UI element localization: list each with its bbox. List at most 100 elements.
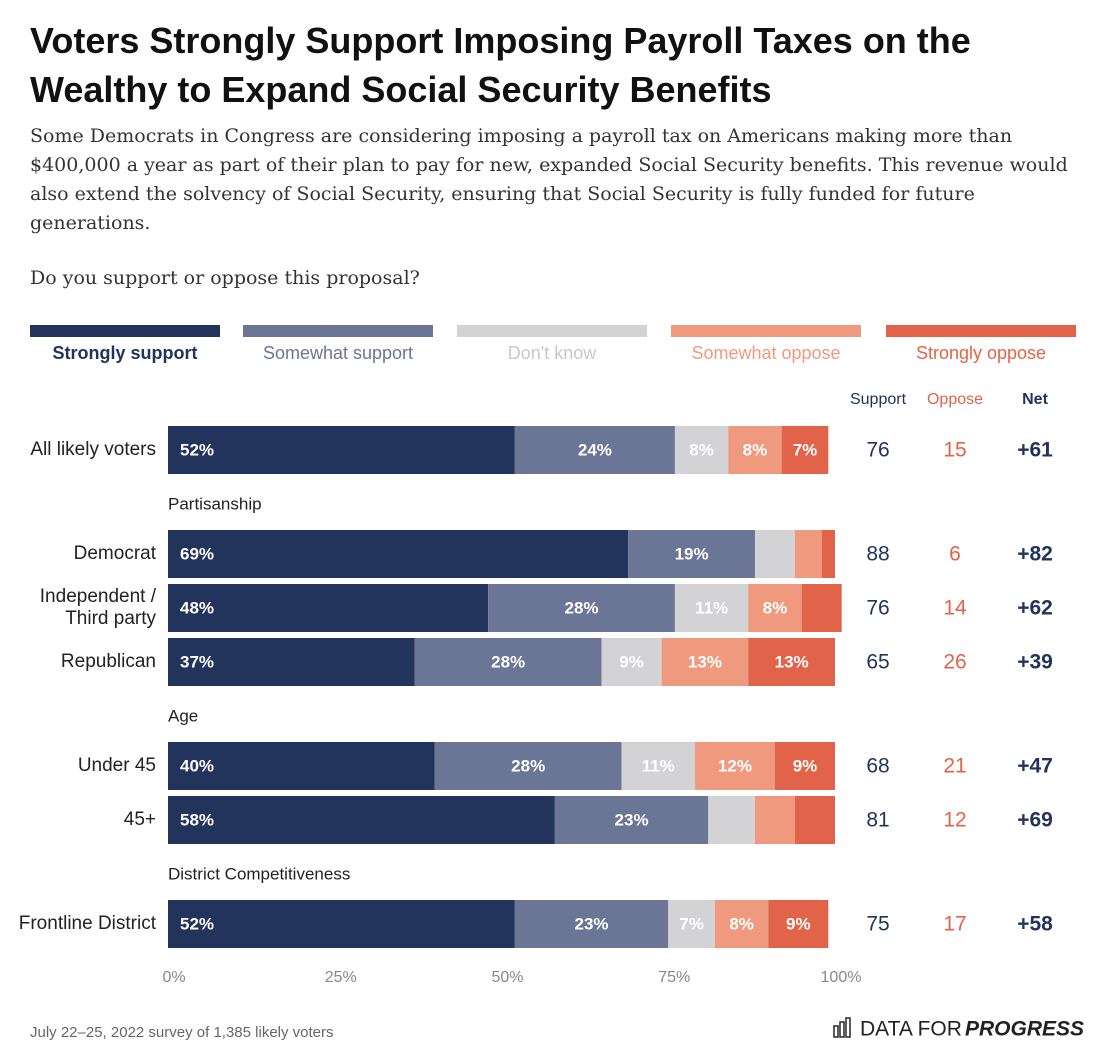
legend-label: Strongly oppose [916, 343, 1046, 363]
value-label: 9% [793, 756, 818, 775]
bar-segment [661, 638, 749, 686]
category-label: Under 45 [77, 755, 156, 776]
category-label: All likely voters [30, 439, 156, 460]
value-label: 9% [619, 652, 644, 671]
oppose-value: 12 [943, 809, 966, 832]
chart-title: Voters Strongly Support Imposing Payroll… [30, 20, 971, 110]
value-label: 7% [679, 914, 704, 933]
oppose-value: 21 [943, 755, 966, 778]
x-tick-label: 25% [325, 969, 357, 986]
group-title: Age [168, 706, 198, 725]
support-value: 75 [866, 913, 889, 936]
legend-swatch [30, 325, 220, 337]
value-label: 11% [695, 598, 728, 617]
bar-segment [601, 638, 662, 686]
bar-segment [168, 426, 515, 474]
value-label: 23% [575, 914, 609, 933]
group-title: Partisanship [168, 494, 262, 513]
value-label: 52% [180, 440, 214, 459]
bar-segment [168, 530, 629, 578]
legend-label: Don't know [508, 343, 597, 363]
bar-segment [754, 796, 795, 844]
bar-segment [414, 638, 602, 686]
bar-segment [674, 426, 729, 474]
brand: DATA FOR [860, 1018, 962, 1041]
bar-segment [168, 796, 555, 844]
legend-swatch [243, 325, 433, 337]
bar-segment [801, 584, 842, 632]
value-label: 13% [688, 652, 722, 671]
value-label: 13% [775, 652, 809, 671]
category-label: Independent / Third party [39, 586, 156, 629]
value-label: 28% [511, 756, 545, 775]
bar-segment [794, 530, 822, 578]
bar-segment [674, 584, 749, 632]
legend-label: Somewhat support [263, 343, 413, 363]
logo-icon [833, 1017, 851, 1038]
value-label: 69% [180, 544, 214, 563]
value-label: 8% [689, 440, 714, 459]
column-header: Support [850, 391, 907, 408]
value-label: 7% [793, 440, 818, 459]
bar-segment [168, 584, 489, 632]
x-tick-label: 75% [658, 969, 690, 986]
column-header: Net [1022, 391, 1048, 408]
value-label: 40% [180, 756, 214, 775]
legend-label: Somewhat oppose [691, 343, 840, 363]
bar-segment [168, 742, 435, 790]
bar-segment [621, 742, 695, 790]
column-header: Oppose [927, 391, 983, 408]
category-label: Democrat [73, 543, 156, 564]
net-value: +62 [1017, 597, 1053, 620]
legend-label: Strongly support [53, 343, 198, 363]
legend-swatch [671, 325, 861, 337]
support-value: 81 [866, 809, 889, 832]
bar-segment [514, 426, 675, 474]
value-label: 28% [565, 598, 599, 617]
value-label: 52% [180, 914, 214, 933]
bar-segment [748, 638, 835, 686]
bar-segment [488, 584, 675, 632]
value-label: 8% [763, 598, 788, 617]
bar-segment [168, 638, 415, 686]
bar-segment [768, 900, 829, 948]
value-label: 8% [743, 440, 768, 459]
bar-segment [694, 742, 775, 790]
x-tick-label: 0% [162, 969, 185, 986]
value-label: 9% [786, 914, 811, 933]
oppose-value: 14 [943, 597, 967, 620]
value-label: 28% [491, 652, 525, 671]
legend-swatch [457, 325, 647, 337]
support-value: 68 [866, 755, 889, 778]
bar-segment [794, 796, 835, 844]
value-label: 12% [718, 756, 752, 775]
oppose-value: 26 [943, 651, 966, 674]
bar-segment [554, 796, 709, 844]
net-value: +58 [1017, 913, 1053, 936]
bar-segment [728, 426, 782, 474]
support-value: 76 [866, 439, 889, 462]
bar-segment [821, 530, 835, 578]
category-label: 45+ [123, 809, 156, 830]
bar-segment [434, 742, 622, 790]
category-label: Republican [60, 651, 156, 672]
bar-segment [781, 426, 829, 474]
bar-segment [714, 900, 769, 948]
bar-segment [708, 796, 755, 844]
value-label: 37% [180, 652, 214, 671]
support-value: 65 [866, 651, 889, 674]
bar-segment [514, 900, 669, 948]
oppose-value: 17 [943, 913, 966, 936]
oppose-value: 15 [943, 439, 966, 462]
oppose-value: 6 [949, 543, 961, 566]
brand-emphasis: PROGRESS [965, 1018, 1084, 1041]
source: July 22–25, 2022 survey of 1,385 likely … [30, 1024, 334, 1041]
group-title: District Competitiveness [168, 864, 350, 883]
bar-segment [668, 900, 715, 948]
category-label: Frontline District [18, 913, 156, 934]
bar-segment [748, 584, 802, 632]
value-label: 48% [180, 598, 214, 617]
support-value: 88 [866, 543, 889, 566]
